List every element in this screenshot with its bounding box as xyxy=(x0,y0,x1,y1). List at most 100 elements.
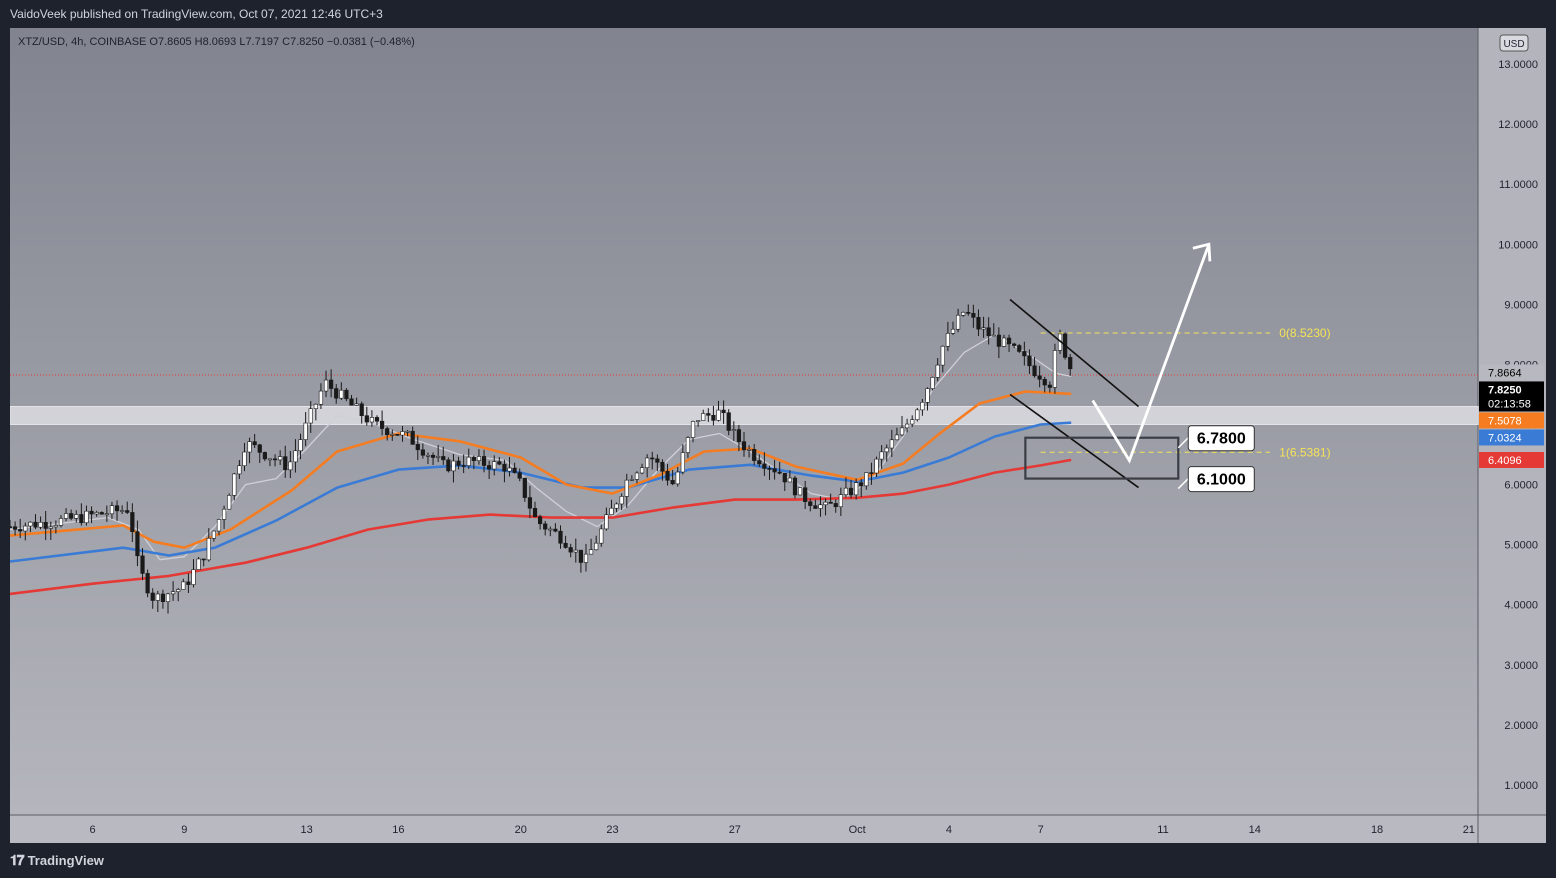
candle-body xyxy=(701,413,706,421)
candle-body xyxy=(894,434,900,441)
candle-body xyxy=(436,456,441,458)
candle-body xyxy=(410,430,415,445)
candle-body xyxy=(298,439,303,452)
candle-body xyxy=(471,456,476,461)
candle-body xyxy=(563,542,568,548)
candle-body xyxy=(288,461,293,471)
candle-body xyxy=(655,458,660,463)
candle-body xyxy=(772,468,777,473)
y-tick-label: 11.0000 xyxy=(1499,179,1538,191)
publisher-line: VaidoVeek published on TradingView.com, … xyxy=(10,7,383,21)
candle-body xyxy=(329,379,334,389)
x-tick-label: 6 xyxy=(90,824,96,836)
candle-body xyxy=(869,472,874,474)
candle-body xyxy=(675,471,680,485)
candle-body xyxy=(451,460,456,472)
candle-body xyxy=(568,547,573,553)
candles-group xyxy=(7,304,1073,614)
candle-body xyxy=(981,327,986,330)
y-tick-label: 4.0000 xyxy=(1504,600,1538,612)
candle-body xyxy=(828,501,833,504)
candle-body xyxy=(935,364,940,378)
candle-body xyxy=(415,444,420,451)
candle-body xyxy=(216,519,222,532)
candle-body xyxy=(94,512,99,515)
candle-body xyxy=(420,449,425,456)
candle-body xyxy=(1017,345,1022,352)
candle-body xyxy=(864,472,869,487)
candle-body xyxy=(716,409,721,421)
candle-body xyxy=(532,507,538,518)
candle-body xyxy=(74,514,79,519)
candle-body xyxy=(323,379,329,392)
candle-body xyxy=(512,467,517,473)
candle-body xyxy=(609,507,614,515)
candle-body xyxy=(69,513,74,519)
candle-body xyxy=(364,415,369,423)
price-chart[interactable]: 0(8.5230) 1(6.5381) 6.7800 6.1000 13.0000 12.… xyxy=(7,28,1546,843)
candle-body xyxy=(53,525,58,528)
candle-body xyxy=(726,412,731,431)
candle-body xyxy=(762,463,767,469)
candle-body xyxy=(767,468,772,470)
candle-body xyxy=(1027,355,1032,367)
price-label-box xyxy=(1479,381,1544,412)
candle-body xyxy=(578,549,583,563)
symbol-ohlc-line: XTZ/USD, 4h, COINBASE O7.8605 H8.0693 L7… xyxy=(18,36,415,48)
candle-body xyxy=(262,452,267,460)
candle-body xyxy=(1037,375,1042,380)
candle-body xyxy=(1006,337,1012,345)
candle-body xyxy=(120,510,125,512)
y-tick-label: 1.0000 xyxy=(1504,780,1538,792)
candle-body xyxy=(313,403,318,409)
candle-body xyxy=(1052,350,1058,388)
chart-svg[interactable]: 0(8.5230) 1(6.5381) 6.7800 6.1000 13.0000 12.… xyxy=(7,28,1546,843)
candle-body xyxy=(466,456,471,466)
candle-body xyxy=(971,313,976,318)
candle-body xyxy=(899,427,905,436)
candle-body xyxy=(7,526,13,528)
candle-body xyxy=(991,334,996,337)
candle-body xyxy=(487,465,492,470)
candle-body xyxy=(813,505,818,509)
candle-body xyxy=(527,497,533,509)
candle-body xyxy=(665,470,670,481)
candle-body xyxy=(227,495,232,510)
candle-body xyxy=(232,473,237,496)
ema-blue-line xyxy=(9,421,1072,563)
candle-body xyxy=(318,390,324,405)
candle-body xyxy=(746,449,752,451)
candle-body xyxy=(874,458,879,474)
candle-body xyxy=(181,581,186,590)
candle-body xyxy=(33,521,38,528)
candle-body xyxy=(787,477,792,483)
y-tick-label: 12.0000 xyxy=(1498,119,1538,131)
candle-body xyxy=(961,312,966,316)
candle-body xyxy=(339,389,344,399)
x-tick-label: 11 xyxy=(1157,824,1168,836)
x-tick-label: 14 xyxy=(1249,824,1261,836)
candle-body xyxy=(803,487,808,503)
candle-body xyxy=(237,465,242,475)
candle-body xyxy=(43,522,48,529)
projection-path xyxy=(1091,243,1211,464)
y-tick-label: 3.0000 xyxy=(1504,660,1538,672)
price-label-text: 7.5078 xyxy=(1488,415,1522,427)
candle-body xyxy=(685,437,691,453)
candle-body xyxy=(558,530,563,544)
candle-body xyxy=(441,456,446,461)
candle-body xyxy=(405,430,410,433)
candle-body xyxy=(833,503,838,508)
candle-body xyxy=(680,452,685,473)
candle-body xyxy=(838,494,843,508)
tradingview-logo[interactable]: 𝟏𝟕 TradingView xyxy=(10,852,104,869)
candle-body xyxy=(1042,378,1047,386)
candle-body xyxy=(84,510,89,524)
candle-body xyxy=(497,461,502,465)
candle-body xyxy=(634,472,640,480)
candle-body xyxy=(879,451,884,460)
candle-body xyxy=(660,461,665,472)
candle-body xyxy=(741,441,747,451)
candle-body xyxy=(757,460,762,465)
candle-body xyxy=(272,458,278,461)
